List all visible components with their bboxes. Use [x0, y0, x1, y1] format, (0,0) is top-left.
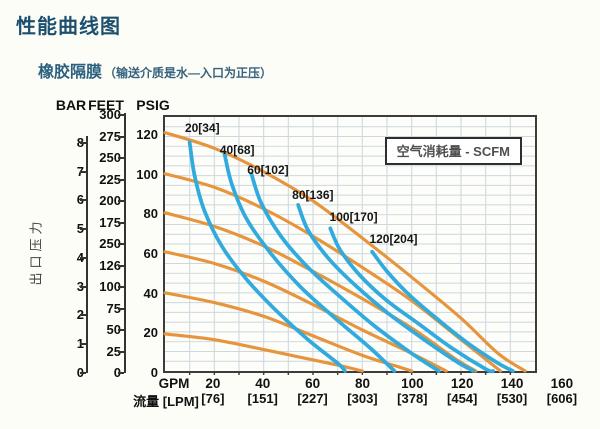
y-tick-mark — [118, 350, 124, 353]
subtitle-note: （输送介质是水—入口为正压） — [104, 66, 273, 80]
y-tick-label-feet: 175 — [99, 214, 121, 230]
y-tick-mark — [80, 170, 86, 173]
x-tick-label-lpm: [378] — [397, 391, 428, 406]
y-tick-mark — [118, 157, 124, 160]
y-tick-label-feet: 275 — [99, 128, 121, 144]
y-axis-title: 出口压力 — [28, 217, 44, 286]
x-tick-label-lpm: [303] — [347, 391, 378, 406]
y-tick-label-psig: 40 — [143, 285, 158, 301]
y-tick-mark — [118, 243, 124, 245]
y-tick-label-psig: 120 — [136, 126, 158, 142]
y-tick-label-feet: 0 — [89, 365, 121, 381]
air-curve-label: 40[68] — [219, 142, 255, 157]
page-title: 性能曲线图 — [16, 16, 121, 38]
y-tick-label-feet: 225 — [99, 171, 121, 187]
diaphragm-type-label: 橡胶隔膜 — [38, 64, 103, 81]
y-tick-label-feet: 25 — [106, 343, 121, 359]
legend-box: 空气消耗量 - SCFM — [384, 137, 522, 165]
x-tick-label-gpm: 20 — [205, 376, 221, 391]
air-curve-40scfm — [222, 150, 397, 373]
x-unit-lpm: 流量 [LPM] — [133, 394, 199, 409]
air-curve-120scfm — [370, 249, 515, 373]
air-curve-label: 100[170] — [329, 210, 378, 225]
air-curve-label: 120[204] — [369, 232, 418, 246]
y-tick-label-feet: 250 — [99, 150, 121, 166]
y-tick-label-feet: 300 — [99, 107, 121, 123]
x-tick-label-lpm: [530] — [496, 391, 528, 406]
x-tick-label-gpm: 60 — [305, 376, 321, 391]
y-tick-label-feet: 200 — [99, 193, 121, 208]
y-tick-mark — [80, 372, 86, 374]
x-tick-label-gpm: 140 — [500, 376, 524, 391]
y-tick-label-feet: 250 — [99, 236, 121, 251]
scale-header-psig: PSIG — [136, 97, 170, 113]
y-tick-label-feet: 75 — [106, 300, 121, 316]
plot-area: 20[34] 40[68] 60[102] 80[136] 100[170] 120[20… — [163, 115, 537, 375]
x-tick-label-lpm: [606] — [546, 391, 578, 406]
air-curve-100scfm — [328, 226, 495, 374]
y-tick-label-feet: 50 — [106, 322, 121, 337]
x-tick-label-gpm: 80 — [354, 376, 370, 391]
air-curve-60scfm — [249, 171, 441, 373]
y-tick-mark — [118, 329, 124, 331]
y-tick-mark — [80, 314, 86, 317]
y-tick-mark — [80, 256, 86, 259]
axis-line-feet — [124, 113, 126, 373]
y-tick-label-psig: 60 — [143, 245, 158, 261]
air-curve-80scfm — [296, 203, 476, 373]
y-tick-mark — [118, 200, 124, 202]
axis-line-bar — [86, 136, 88, 373]
y-tick-mark — [118, 178, 124, 181]
flow-curve-40psi — [163, 291, 414, 373]
y-tick-mark — [118, 221, 124, 224]
y-tick-mark — [118, 264, 124, 267]
y-tick-label-psig: 0 — [150, 365, 158, 380]
x-tick-label-gpm: 100 — [401, 376, 424, 391]
y-tick-mark — [118, 114, 124, 117]
x-tick-label-gpm: 120 — [450, 376, 474, 391]
x-unit-gpm: GPM — [158, 376, 190, 391]
y-tick-label-feet: 126 — [99, 257, 121, 273]
legend-label: 空气消耗量 - SCFM — [396, 144, 510, 159]
x-tick-label-lpm: [151] — [247, 391, 278, 406]
y-tick-label-feet: 100 — [99, 279, 121, 294]
y-tick-label-psig: 100 — [136, 166, 158, 182]
air-curve-20scfm — [187, 140, 347, 373]
x-tick-label-lpm: [76] — [201, 391, 225, 406]
y-tick-mark — [80, 285, 86, 288]
y-tick-mark — [80, 141, 86, 144]
y-tick-mark — [118, 286, 124, 288]
y-tick-mark — [80, 343, 86, 346]
y-tick-label-psig: 80 — [143, 206, 158, 222]
figure-subtitle: 橡胶隔膜 （输送介质是水—入口为正压） — [38, 58, 272, 82]
x-tick-label-gpm: 40 — [255, 376, 271, 391]
flow-curve-120psi — [163, 131, 527, 373]
air-curve-label: 60[102] — [247, 162, 289, 177]
scale-header-bar: BAR — [55, 97, 87, 113]
y-tick-mark — [118, 307, 124, 310]
y-tick-mark — [118, 135, 124, 138]
x-tick-label-gpm: 160 — [550, 376, 574, 391]
air-curve-label: 20[34] — [184, 120, 220, 135]
x-tick-label-lpm: [454] — [447, 391, 478, 406]
scale-header-feet: FEET — [88, 97, 124, 113]
y-tick-mark — [80, 199, 86, 202]
air-curve-label: 80[136] — [292, 188, 334, 203]
x-tick-label-lpm: [227] — [297, 391, 328, 406]
y-tick-label-psig: 20 — [143, 325, 158, 341]
y-tick-mark — [80, 228, 86, 231]
y-tick-mark — [118, 372, 124, 374]
